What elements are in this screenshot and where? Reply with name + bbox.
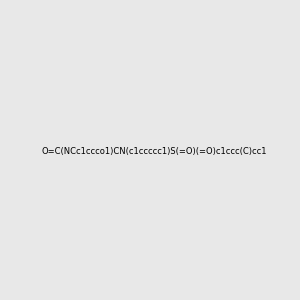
Text: O=C(NCc1ccco1)CN(c1ccccc1)S(=O)(=O)c1ccc(C)cc1: O=C(NCc1ccco1)CN(c1ccccc1)S(=O)(=O)c1ccc… (41, 147, 266, 156)
